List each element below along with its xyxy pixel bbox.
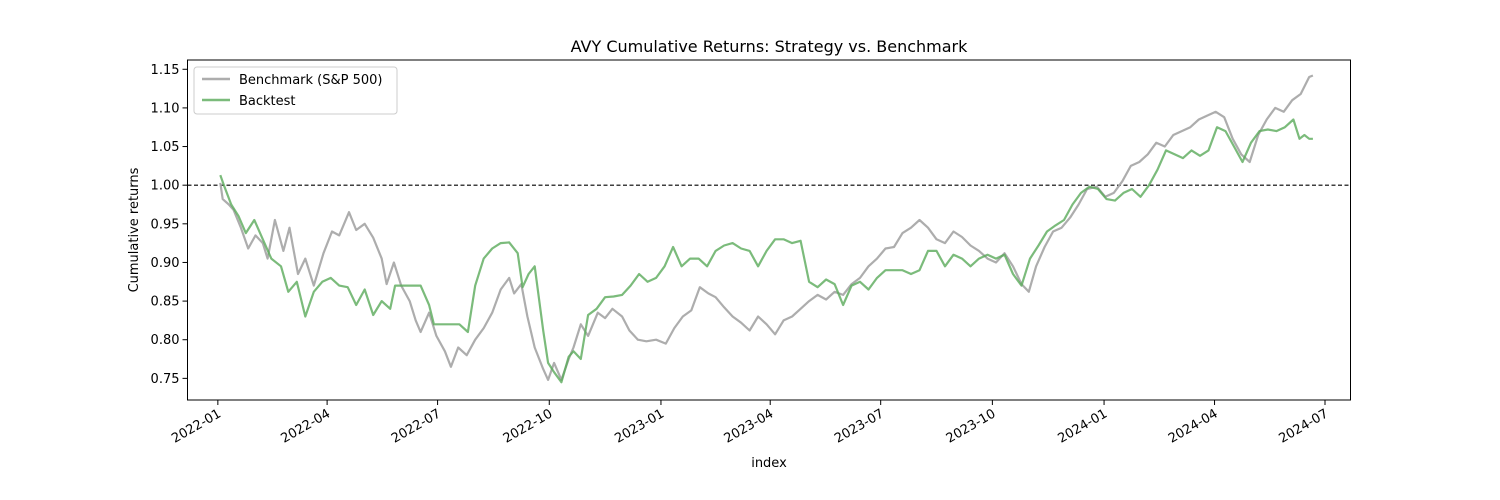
x-tick-label: 2023-04 (722, 406, 777, 446)
x-tick-label: 2022-10 (501, 406, 556, 446)
x-tick-label: 2023-01 (612, 406, 667, 446)
x-axis-label: index (751, 456, 787, 471)
legend-box (193, 66, 398, 115)
x-tick-label: 2024-01 (1056, 406, 1111, 446)
x-tick-label: 2022-04 (279, 406, 334, 446)
x-tick-label: 2022-07 (389, 406, 444, 446)
x-tick-label: 2023-10 (944, 406, 999, 446)
chart-title: AVY Cumulative Returns: Strategy vs. Ben… (571, 37, 969, 56)
y-tick-label: 0.90 (151, 256, 180, 271)
y-tick-label: 0.75 (151, 372, 180, 387)
legend: Benchmark (S&P 500) Backtest (193, 66, 398, 115)
legend-label-backtest: Backtest (239, 94, 296, 109)
y-tick-label: 0.80 (151, 333, 180, 348)
plot-area (187, 74, 1351, 384)
y-tick-label: 1.05 (151, 140, 180, 155)
legend-label-benchmark: Benchmark (S&P 500) (239, 73, 383, 88)
plot-frame (187, 59, 1351, 401)
x-tick-label: 2023-07 (832, 406, 887, 446)
series-line-benchmark (219, 74, 1314, 381)
series-line-backtest (219, 118, 1313, 384)
x-tick-label: 2022-01 (169, 406, 224, 446)
x-tick-label: 2024-07 (1276, 406, 1331, 446)
y-axis-label: Cumulative returns (127, 167, 142, 292)
y-tick-label: 1.15 (151, 63, 180, 78)
x-tick-label: 2024-04 (1166, 406, 1221, 446)
y-tick-label: 0.85 (151, 295, 180, 310)
y-tick-label: 1.10 (151, 101, 180, 116)
y-axis: 0.75 0.80 0.85 0.90 0.95 1.00 1.05 1.10 1.15 (151, 63, 188, 387)
y-tick-label: 1.00 (151, 179, 180, 194)
y-tick-label: 0.95 (151, 217, 180, 232)
x-axis: 2022-01 2022-04 2022-07 2022-10 2023-01 2023-… (169, 400, 1331, 447)
